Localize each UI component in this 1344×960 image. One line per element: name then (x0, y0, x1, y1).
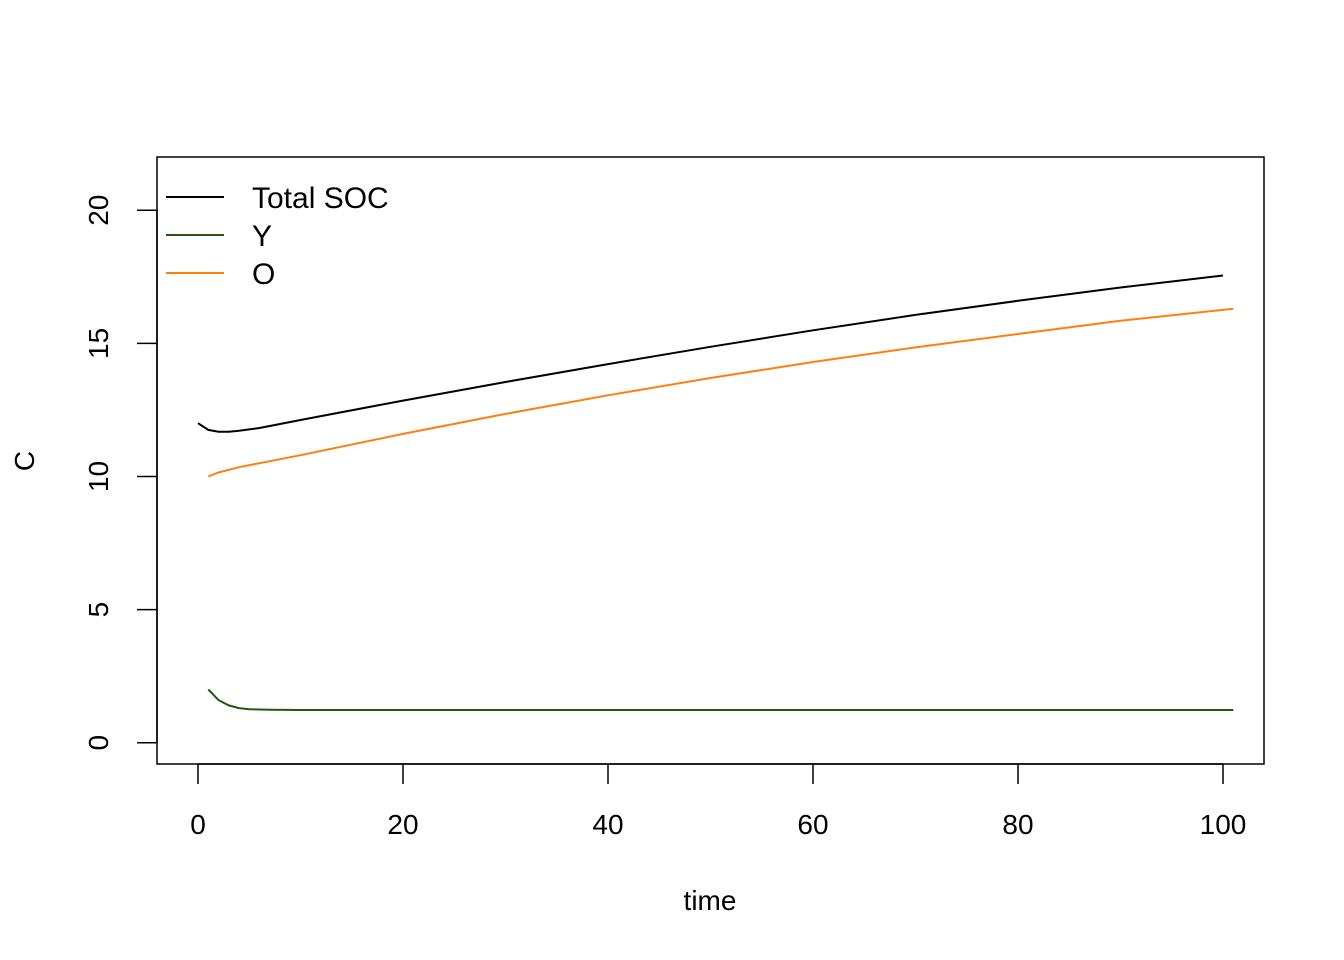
x-tick-label: 0 (190, 809, 206, 840)
legend-label: O (252, 258, 275, 291)
y-tick-label: 10 (83, 461, 114, 492)
x-axis-label: time (684, 885, 737, 916)
plot-frame (156, 156, 1265, 765)
x-tick-label: 80 (1002, 809, 1033, 840)
x-tick-label: 40 (592, 809, 623, 840)
x-tick-label: 20 (387, 809, 418, 840)
y-tick-label: 5 (83, 602, 114, 618)
y-tick-label: 0 (83, 735, 114, 751)
x-tick-label: 100 (1200, 809, 1247, 840)
series-line-1 (197, 274, 1224, 433)
series-lines (197, 274, 1234, 711)
y-axis: 0 5 10 15 20 (83, 195, 158, 751)
legend-label: Total SOC (252, 182, 389, 215)
y-tick-label: 15 (83, 328, 114, 359)
legend-label: Y (252, 220, 272, 253)
series-line-3 (207, 307, 1234, 478)
legend: Total SOC YO (166, 182, 389, 291)
x-axis: 0 20 40 60 80 100 (190, 763, 1247, 840)
series-line-2 (207, 688, 1234, 711)
y-tick-label: 20 (83, 195, 114, 226)
x-tick-label: 60 (797, 809, 828, 840)
y-axis-label: C (9, 451, 40, 471)
